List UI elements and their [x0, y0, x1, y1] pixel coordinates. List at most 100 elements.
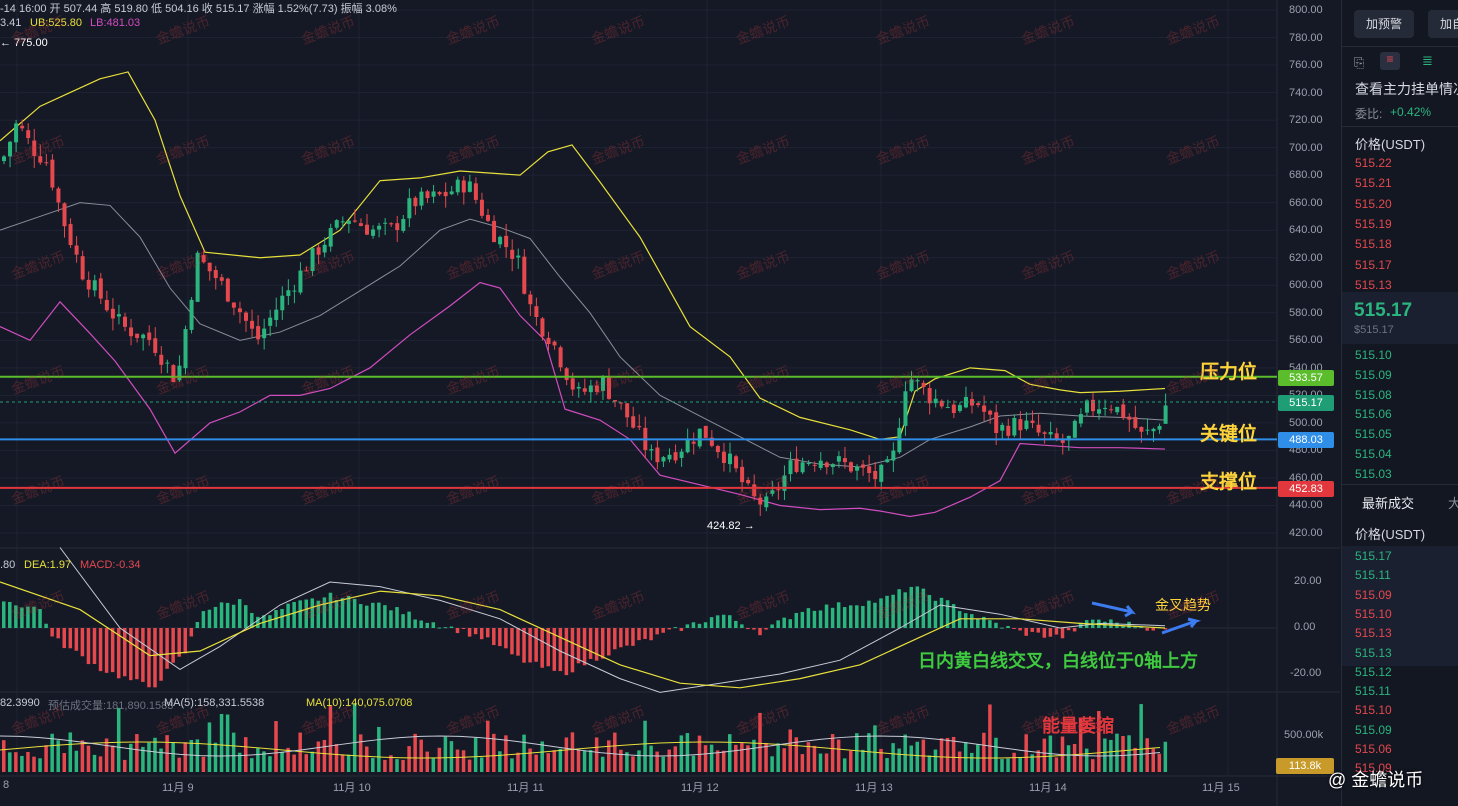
- price-axis-label: 580.00: [1289, 306, 1323, 319]
- macd-bar-down: [1042, 628, 1047, 638]
- macd-bar-up: [861, 605, 865, 628]
- candle-up: [1115, 406, 1120, 413]
- ask-price[interactable]: 515.17: [1355, 257, 1392, 272]
- ask-price[interactable]: 515.19: [1355, 216, 1392, 231]
- macd-bar-down: [1151, 628, 1155, 631]
- macd-bar-down: [92, 628, 97, 664]
- volume-bar: [927, 755, 932, 772]
- add-alert-button[interactable]: 加预警: [1354, 10, 1415, 38]
- macd-bar-down: [600, 628, 605, 659]
- candle-down: [473, 183, 478, 200]
- price-chart-canvas[interactable]: [0, 0, 1340, 806]
- candle-down: [62, 203, 67, 227]
- macd-bar-up: [340, 598, 345, 628]
- macd-bar-down: [516, 628, 520, 656]
- last-price-usd: $515.17: [1354, 324, 1394, 336]
- volume-bar: [939, 738, 944, 772]
- tab-latest-trades[interactable]: 最新成交: [1362, 496, 1415, 511]
- candle-down: [721, 451, 726, 464]
- bid-price[interactable]: 515.08: [1355, 387, 1392, 402]
- golden-cross-label: 金叉趋势: [1155, 597, 1211, 613]
- ask-price[interactable]: 515.13: [1355, 277, 1392, 292]
- candle-up: [1066, 435, 1071, 441]
- chart-area[interactable]: -14 16:00 开 507.44 高 519.80 低 504.16 收 5…: [0, 0, 1423, 806]
- ask-price[interactable]: 515.18: [1355, 237, 1392, 252]
- volume-bar: [1054, 757, 1059, 772]
- volume-bar: [50, 733, 54, 772]
- add-watch-button[interactable]: 加自: [1428, 10, 1458, 38]
- volume-bar: [661, 756, 665, 772]
- volume-bar: [957, 751, 962, 772]
- ask-price[interactable]: 515.20: [1355, 196, 1392, 211]
- bid-price[interactable]: 515.06: [1355, 407, 1392, 422]
- candle-down: [1054, 433, 1059, 440]
- macd-bar-down: [1054, 628, 1059, 635]
- macd-bar-down: [116, 628, 121, 679]
- volume-bar: [1145, 738, 1149, 772]
- macd-bar-down: [540, 628, 544, 668]
- volume-bar: [2, 740, 6, 772]
- candle-up: [588, 385, 593, 393]
- candle-down: [1109, 409, 1114, 411]
- volume-bar: [588, 750, 593, 772]
- macd-bar-up: [219, 602, 224, 628]
- candle-down: [74, 245, 79, 255]
- bid-price[interactable]: 515.10: [1355, 348, 1392, 362]
- volume-bar: [419, 739, 423, 772]
- volume-bar: [1012, 752, 1016, 772]
- volume-bar: [280, 752, 284, 772]
- candle-up: [455, 179, 460, 193]
- volume-bar: [570, 732, 575, 772]
- volume-bar: [1115, 733, 1119, 772]
- price-axis-label: 700.00: [1289, 141, 1323, 154]
- volume-bar: [340, 754, 345, 772]
- candle-up: [800, 462, 805, 473]
- macd-axis-neg20: -20.00: [1290, 667, 1322, 679]
- support-price-tag: 452.83: [1278, 481, 1334, 497]
- macd-bar-up: [346, 595, 351, 628]
- low-marker: 424.82 →: [707, 520, 755, 532]
- volume-bar: [44, 745, 48, 772]
- candle-up: [116, 314, 121, 317]
- macd-bar-down: [473, 628, 478, 635]
- macd-bar-up: [933, 600, 938, 628]
- candle-up: [945, 407, 950, 409]
- macd-bar-up: [365, 605, 369, 628]
- macd-bar-up: [449, 626, 454, 628]
- macd-bar-up: [419, 620, 423, 628]
- volume-bar: [14, 752, 18, 772]
- volume-bar: [655, 751, 659, 772]
- candle-down: [534, 306, 539, 318]
- ask-price[interactable]: 515.21: [1355, 176, 1392, 191]
- volume-bar: [873, 725, 877, 772]
- bid-price[interactable]: 515.05: [1355, 427, 1392, 442]
- macd-bar-up: [328, 592, 333, 628]
- macd-bar-up: [715, 615, 720, 628]
- dif-value: .80: [0, 559, 16, 571]
- candle-down: [26, 130, 31, 139]
- volume-bar: [262, 751, 266, 772]
- candle-up: [467, 181, 472, 192]
- candle-up: [1072, 420, 1077, 438]
- order-book-title[interactable]: 查看主力挂单情况: [1355, 81, 1458, 97]
- volume-bar: [159, 748, 163, 772]
- volume-bar: [643, 720, 647, 772]
- macd-bar-up: [879, 598, 883, 628]
- bid-price[interactable]: 515.09: [1355, 367, 1392, 382]
- book-mode-icon[interactable]: ⎘: [1354, 55, 1365, 70]
- volume-bar: [667, 749, 671, 772]
- macd-bar-up: [322, 597, 327, 628]
- book-bids-icon[interactable]: ≣: [1422, 53, 1433, 68]
- bid-price[interactable]: 515.04: [1355, 447, 1392, 461]
- volume-bar: [558, 748, 563, 772]
- volume-bar: [994, 737, 998, 772]
- tab-large-trades[interactable]: 大: [1448, 496, 1458, 511]
- volume-bar: [715, 750, 720, 772]
- bid-price[interactable]: 515.03: [1355, 466, 1392, 481]
- ask-price[interactable]: 515.22: [1355, 156, 1392, 170]
- macd-bar-down: [486, 628, 490, 638]
- book-split-icon[interactable]: ≡: [1380, 52, 1400, 70]
- macd-bar-up: [1121, 626, 1125, 628]
- candle-down: [951, 404, 956, 413]
- volume-bar: [116, 707, 121, 772]
